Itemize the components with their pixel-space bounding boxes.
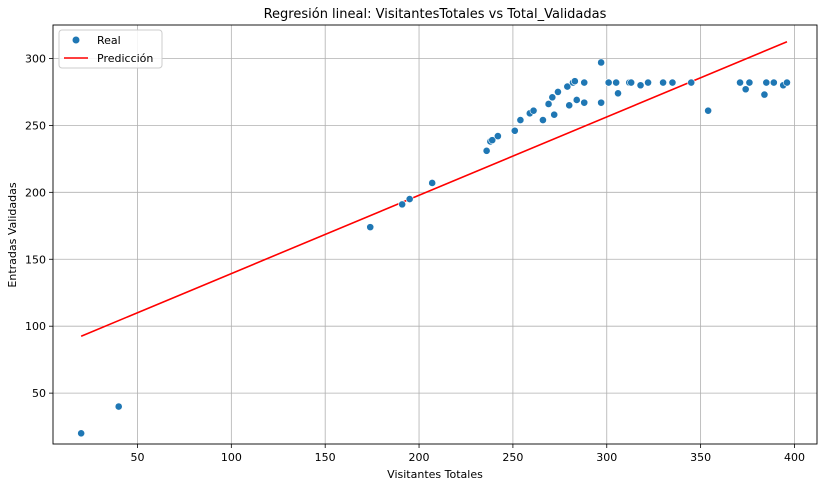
data-point: [745, 78, 754, 87]
data-point: [741, 85, 750, 94]
data-point: [405, 195, 414, 203]
data-point: [604, 78, 613, 87]
y-tick-label: 150: [25, 253, 46, 266]
x-tick-label: 150: [315, 451, 336, 464]
data-point: [736, 78, 744, 87]
data-point: [488, 136, 497, 145]
x-tick-label: 50: [130, 451, 144, 464]
data-point: [482, 146, 491, 155]
legend-prediction-label: Predicción: [97, 52, 153, 65]
y-tick-label: 100: [25, 320, 46, 333]
scatter-points-layer: [77, 58, 791, 438]
axis-ticks: 50 100 150 200 250 300 350 400 50 100 150 200 250 300: [25, 52, 805, 464]
y-tick-label: 200: [25, 186, 46, 199]
y-tick-label: 300: [25, 52, 46, 65]
data-point: [428, 179, 437, 187]
x-tick-label: 300: [596, 451, 617, 464]
y-tick-label: 250: [25, 119, 46, 132]
data-point: [614, 89, 622, 98]
data-point: [77, 429, 86, 438]
prediction-line-layer: [80, 40, 788, 337]
data-point: [493, 132, 502, 141]
data-point: [687, 78, 696, 87]
data-point: [539, 116, 547, 124]
data-point: [668, 78, 677, 87]
data-point: [627, 78, 636, 87]
data-point: [516, 116, 525, 124]
x-tick-label: 350: [690, 451, 711, 464]
data-point: [550, 110, 559, 119]
data-point: [636, 81, 645, 90]
data-point: [580, 98, 589, 107]
prediction-line: [80, 40, 788, 337]
data-point: [548, 93, 557, 102]
data-point: [529, 106, 538, 115]
data-point: [644, 78, 652, 87]
y-axis-label: Entradas Validadas: [6, 182, 19, 287]
grid-lines: [53, 25, 817, 444]
data-point: [398, 200, 407, 209]
x-tick-label: 400: [784, 451, 805, 464]
data-point: [783, 78, 791, 87]
data-point: [704, 106, 713, 115]
data-point: [544, 100, 553, 108]
data-point: [570, 77, 579, 86]
data-point: [366, 223, 375, 232]
data-point: [114, 402, 123, 411]
data-point: [563, 82, 572, 91]
data-point: [597, 58, 606, 67]
x-tick-label: 100: [221, 451, 242, 464]
x-tick-label: 250: [502, 451, 523, 464]
data-point: [762, 78, 771, 87]
data-point: [597, 98, 606, 107]
data-point: [580, 78, 589, 87]
data-point: [760, 90, 769, 99]
data-point: [510, 126, 519, 135]
data-point: [769, 78, 778, 87]
y-tick-label: 50: [32, 387, 46, 400]
x-axis-label: Visitantes Totales: [387, 468, 483, 481]
data-point: [554, 88, 562, 96]
legend: Real Predicción: [58, 29, 163, 69]
data-point: [659, 78, 667, 87]
data-point: [572, 96, 581, 104]
legend-real-marker: [72, 36, 80, 44]
data-point: [612, 78, 621, 87]
data-point: [565, 101, 574, 110]
x-tick-label: 200: [409, 451, 430, 464]
legend-real-label: Real: [97, 34, 121, 47]
chart-title: Regresión lineal: VisitantesTotales vs T…: [264, 7, 607, 22]
plot-frame: [52, 24, 818, 445]
